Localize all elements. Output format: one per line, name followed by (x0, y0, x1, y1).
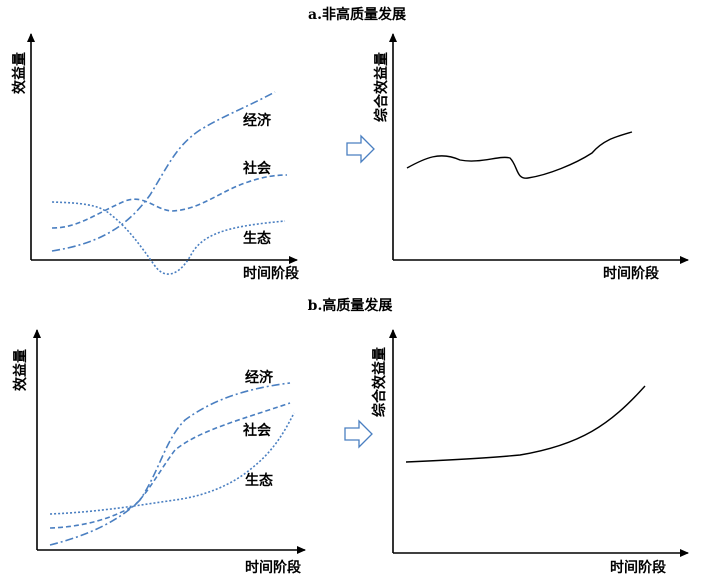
x-axis-label: 时间阶段 (610, 559, 666, 576)
total-benefit-curve (406, 131, 633, 179)
panel-b-left-chart: 效益量 时间阶段 经济 社会 生态 (12, 329, 306, 576)
ecology-curve (51, 201, 286, 275)
panel-a-left-chart: 效益量 时间阶段 经济 社会 生态 (11, 33, 299, 282)
y-axis-label: 效益量 (11, 52, 28, 94)
y-axis-label: 效益量 (12, 349, 29, 391)
economy-label: 经济 (245, 369, 274, 386)
transition-arrow-icon (346, 134, 375, 164)
society-curve (49, 402, 291, 529)
economy-curve (49, 382, 291, 546)
panel-a-right-chart: 综合效益量 时间阶段 (373, 33, 689, 282)
y-axis-label: 综合效益量 (373, 52, 390, 122)
x-axis-label: 时间阶段 (603, 265, 659, 282)
ecology-label: 生态 (243, 230, 271, 247)
total-benefit-curve (405, 385, 646, 463)
transition-arrow-icon (344, 419, 373, 449)
x-axis-label: 时间阶段 (245, 559, 301, 576)
society-label: 社会 (242, 160, 272, 177)
panel-b: b.高质量发展 效益量 时间阶段 经济 社会 生态 综合效益量 时间阶段 (12, 297, 689, 576)
panel-a: a.非高质量发展 效益量 时间阶段 经济 社会 生态 综合效益量 时间阶段 (11, 6, 689, 282)
society-curve (51, 174, 288, 229)
panel-a-title: a.非高质量发展 (308, 6, 406, 23)
economy-label: 经济 (243, 112, 272, 129)
panel-b-right-chart: 综合效益量 时间阶段 (371, 329, 689, 576)
ecology-curve (49, 412, 295, 515)
panel-b-title: b.高质量发展 (308, 297, 393, 314)
x-axis-label: 时间阶段 (243, 265, 299, 282)
society-label: 社会 (242, 422, 272, 439)
y-axis-label: 综合效益量 (371, 347, 388, 417)
economy-curve (51, 91, 276, 252)
ecology-label: 生态 (245, 472, 273, 489)
